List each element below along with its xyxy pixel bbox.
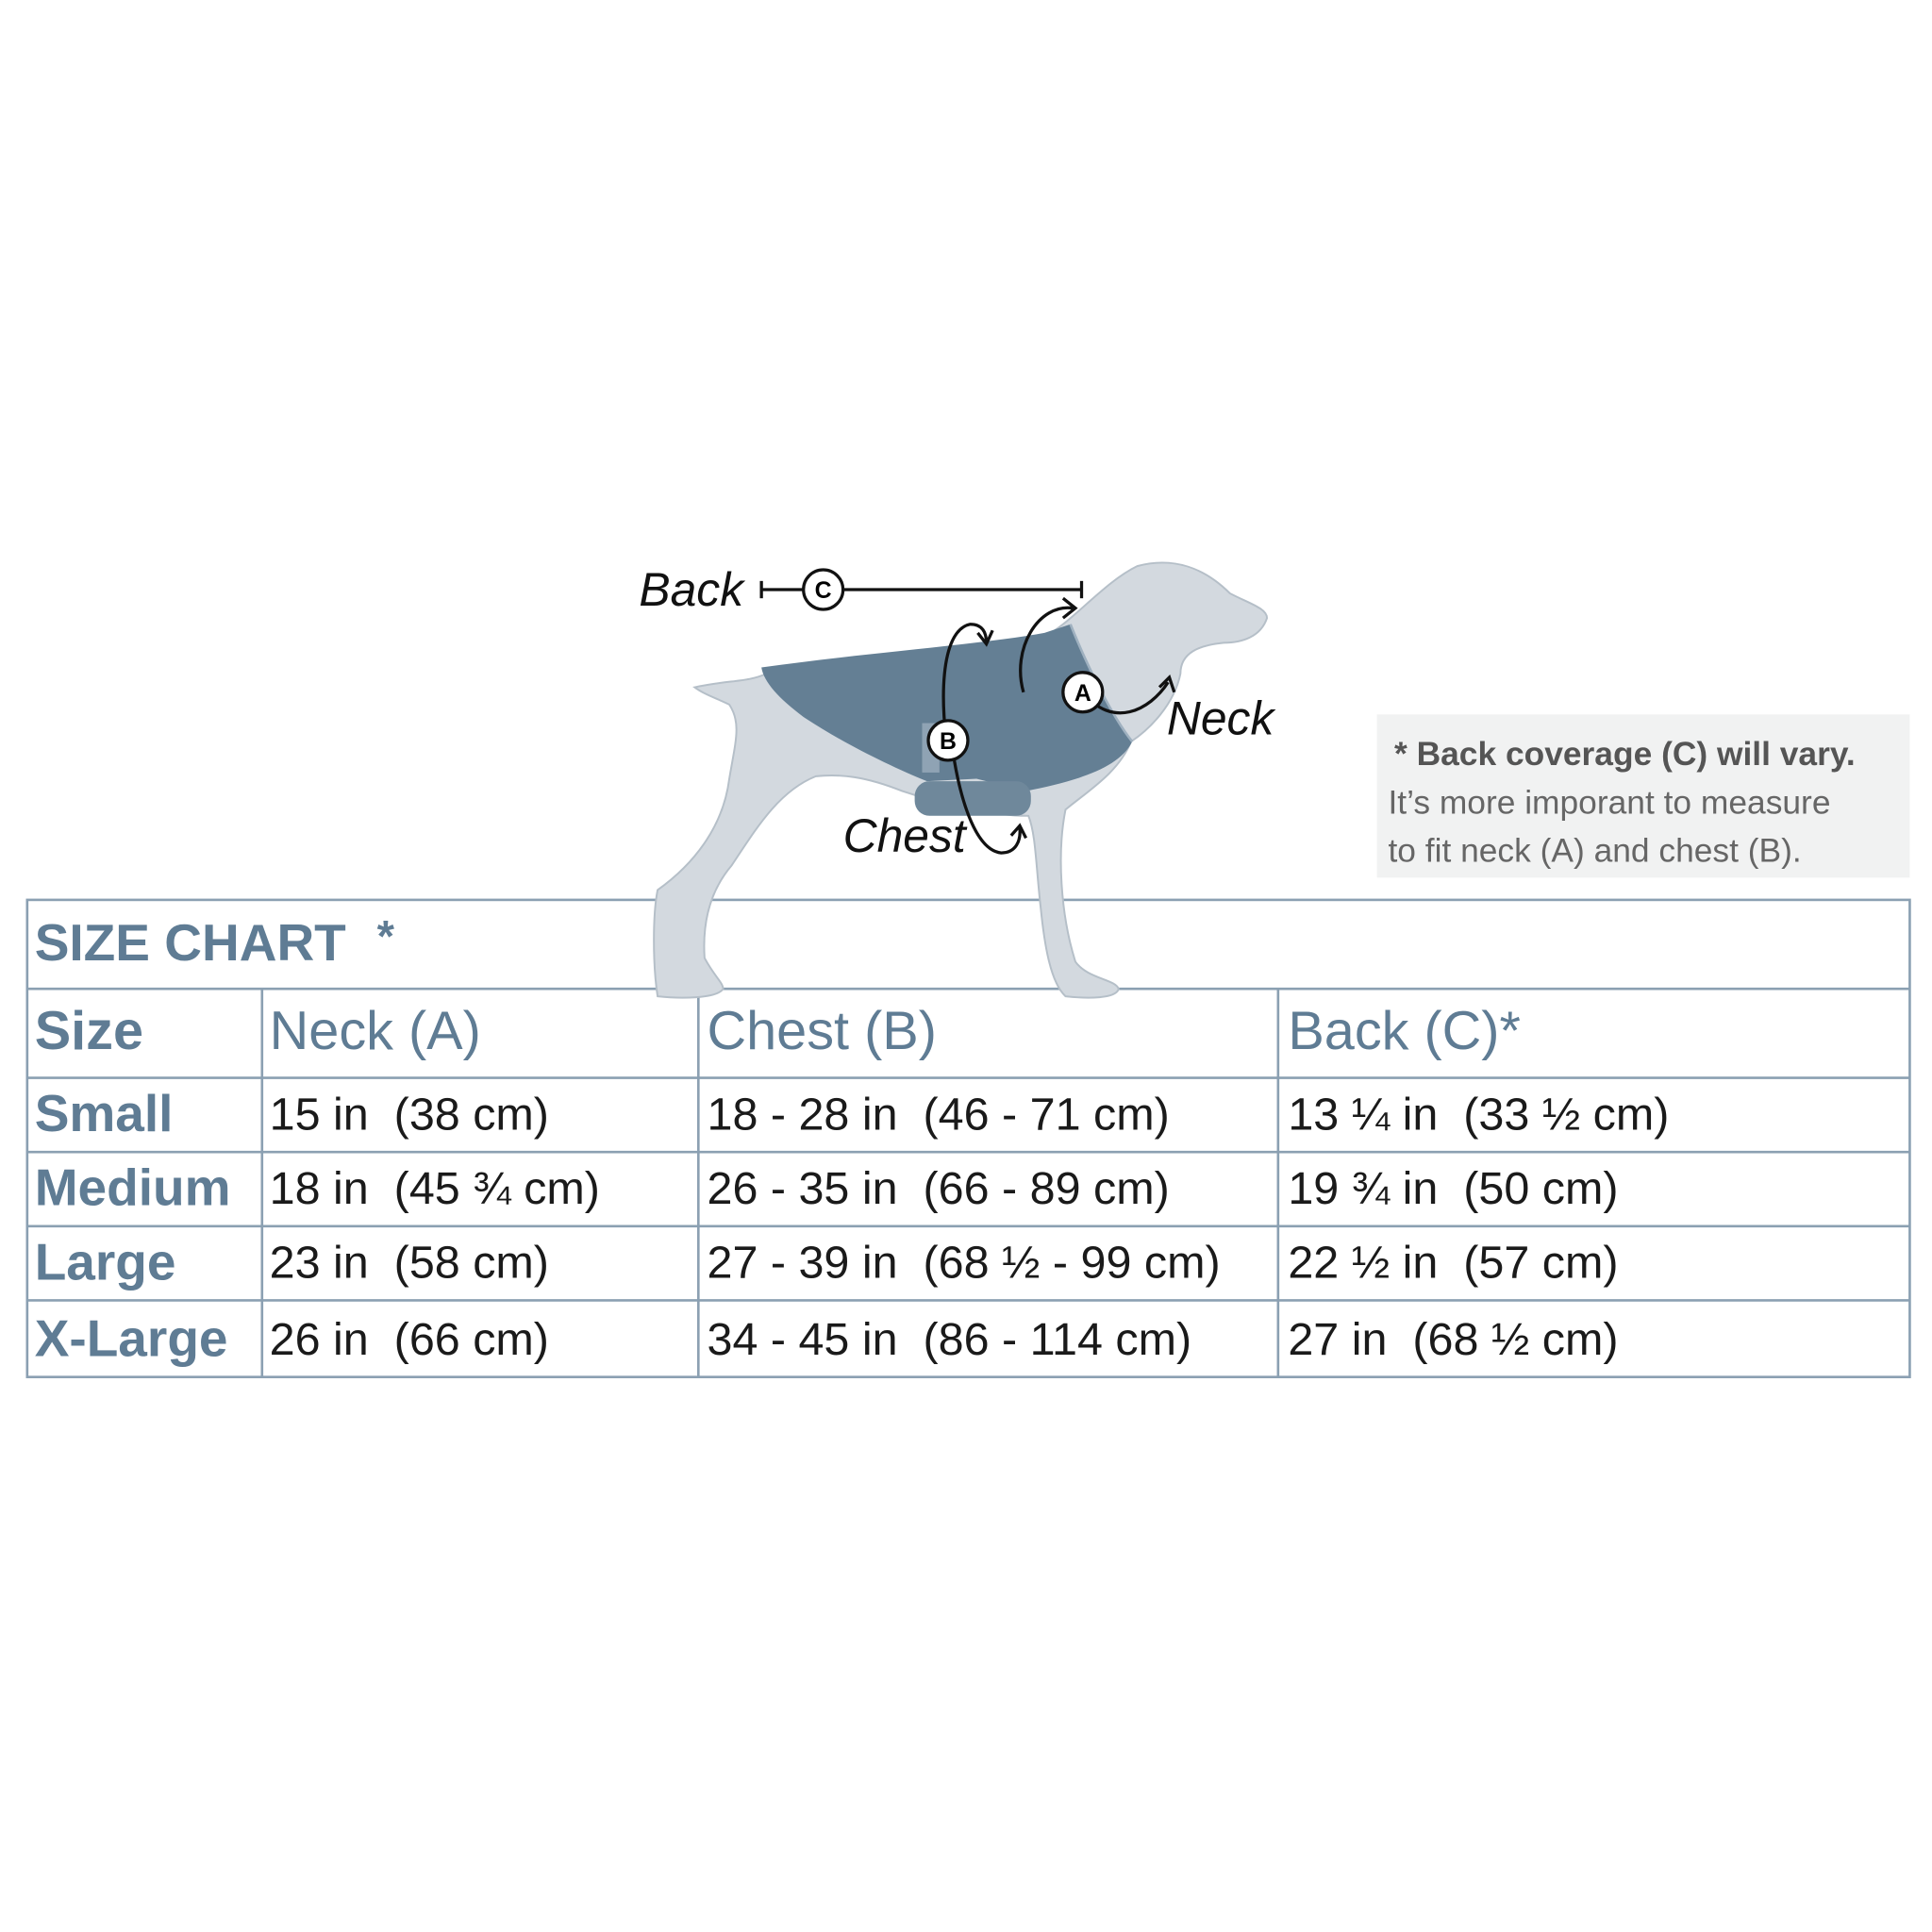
marker xyxy=(1061,671,1105,714)
table-border xyxy=(25,898,1911,1378)
marker-label: A xyxy=(1074,680,1091,707)
measure-cell: 26 - 35 in (66 - 89 cm) xyxy=(707,1163,1169,1214)
column-header: Chest (B) xyxy=(707,1001,936,1061)
measure-cell: 13 ¼ in (33 ½ cm) xyxy=(1288,1089,1669,1140)
chest-strap xyxy=(914,781,1031,816)
measure-cell: 27 in (68 ½ cm) xyxy=(1288,1314,1618,1365)
measure-cell: 22 ½ in (57 cm) xyxy=(1288,1238,1618,1289)
size-label: Medium xyxy=(35,1158,231,1217)
measure-cell: 34 - 45 in (86 - 114 cm) xyxy=(707,1314,1191,1365)
note-line: to fit neck (A) and chest (B). xyxy=(1388,832,1801,869)
marker-circles xyxy=(802,568,1105,762)
title-mark: * xyxy=(377,910,395,960)
note-line: It’s more imporant to measure xyxy=(1388,784,1830,821)
measure-cell: 23 in (58 cm) xyxy=(270,1238,549,1289)
back-label: Back xyxy=(639,563,745,616)
measure-cell: 19 ¾ in (50 cm) xyxy=(1288,1163,1618,1214)
dog-illustration xyxy=(653,561,1269,999)
marker xyxy=(802,568,845,611)
chest-label: Chest xyxy=(843,809,968,862)
note-title: * Back coverage (C) will vary. xyxy=(1394,736,1856,773)
dog-coat xyxy=(761,624,1133,791)
table-cells: Size Neck (A) Chest (B) Back (C)* Small 15 in… xyxy=(35,1001,1670,1368)
note-box xyxy=(1376,714,1910,878)
measure-cell: 26 in (66 cm) xyxy=(270,1314,549,1365)
size-label: X-Large xyxy=(35,1309,228,1368)
marker xyxy=(926,719,970,762)
neck-arrow xyxy=(1019,596,1078,693)
neck-label: Neck xyxy=(1167,691,1276,744)
table-grid xyxy=(25,898,1911,1378)
marker-label: C xyxy=(815,577,832,604)
measure-cell: 15 in (38 cm) xyxy=(270,1089,549,1140)
size-label: Small xyxy=(35,1084,174,1142)
measure-cell: 27 - 39 in (68 ½ - 99 cm) xyxy=(707,1238,1220,1289)
chest-arrow xyxy=(941,623,994,761)
measure-cell: 18 in (45 ¾ cm) xyxy=(270,1163,600,1214)
column-header: Neck (A) xyxy=(270,1001,481,1061)
chest-arrow xyxy=(952,759,1028,855)
size-label: Large xyxy=(35,1232,176,1291)
measure-cell: 18 - 28 in (46 - 71 cm) xyxy=(707,1089,1169,1140)
marker-label: B xyxy=(940,728,957,755)
column-header: Back (C)* xyxy=(1288,1001,1521,1061)
column-header: Size xyxy=(35,1001,143,1061)
table-title: SIZE CHART xyxy=(35,913,346,972)
